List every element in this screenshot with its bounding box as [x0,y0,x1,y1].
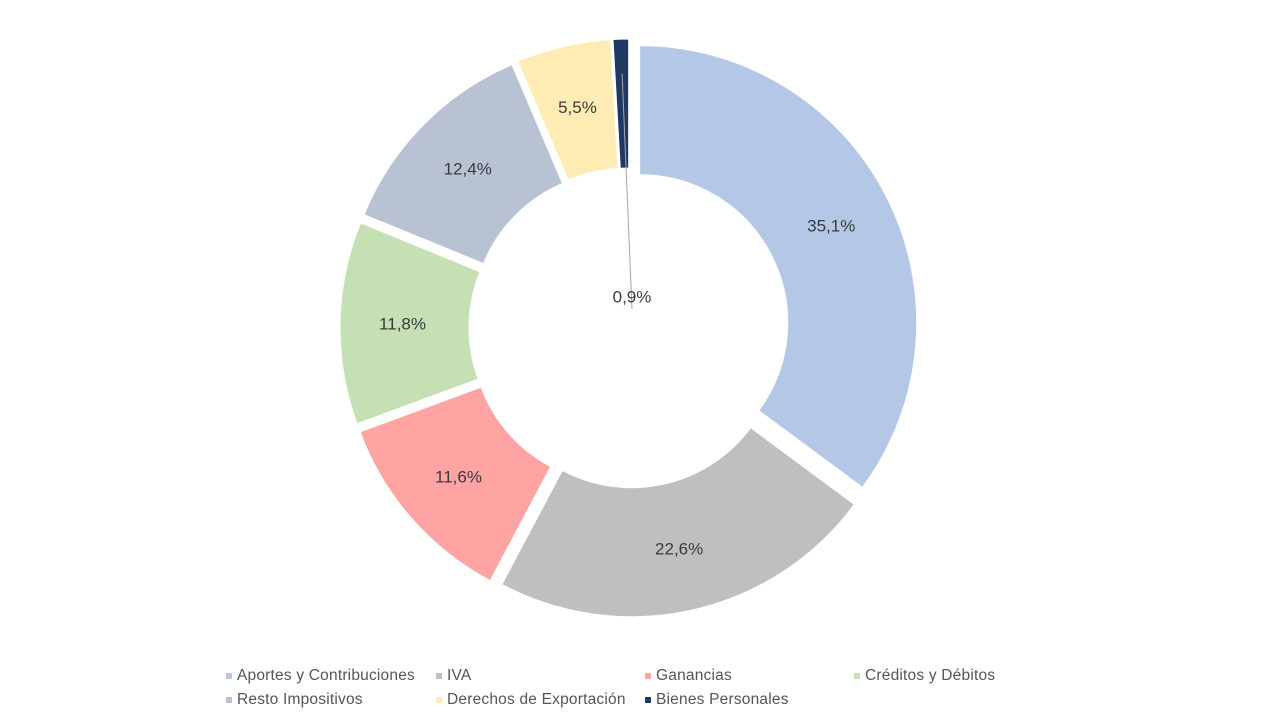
legend-item-resto-impositivos: Resto Impositivos [226,688,363,712]
legend-item-iva: IVA [436,664,471,688]
slice-iva [501,427,856,618]
legend-label: Bienes Personales [656,691,789,708]
legend-swatch [645,673,651,679]
legend-swatch [854,673,860,679]
legend-label: Resto Impositivos [237,691,363,708]
chart-legend: Aportes y Contribuciones IVA Ganancias Créd… [226,664,1056,714]
data-label-creditos-y-debitos: 11,8% [379,315,426,334]
slice-creditos-y-debitos [339,222,481,425]
legend-item-aportes-y-contribuciones: Aportes y Contribuciones [226,664,415,688]
donut-chart-svg: 35,1% 22,6% 11,6% 11,8% 12,4% 5,5% 0,9% [339,38,918,618]
legend-item-bienes-personales: Bienes Personales [645,688,789,712]
legend-swatch [436,697,442,703]
leader-lines [621,73,633,310]
legend-label: IVA [447,667,472,684]
data-label-resto-impositivos: 12,4% [444,159,492,178]
slice-derechos-de-exportacion [517,39,619,181]
data-label-derechos-de-exportacion: 5,5% [558,98,597,117]
slice-aportes-y-contribuciones [639,45,918,489]
data-label-iva: 22,6% [655,539,703,558]
legend-swatch [436,673,442,679]
data-label-bienes-personales: 0,9% [613,288,652,307]
donut-slices [339,38,918,618]
donut-chart: 35,1% 22,6% 11,6% 11,8% 12,4% 5,5% 0,9% [339,38,918,618]
data-label-ganancias: 11,6% [435,468,482,487]
legend-label: Aportes y Contribuciones [237,667,415,684]
slice-ganancias [359,386,552,582]
data-label-aportes-y-contribuciones: 35,1% [807,217,855,236]
legend-item-ganancias: Ganancias [645,664,732,688]
legend-swatch [645,697,651,703]
data-labels: 35,1% 22,6% 11,6% 11,8% 12,4% 5,5% 0,9% [379,98,855,558]
legend-swatch [226,697,232,703]
legend-label: Derechos de Exportación [447,691,626,708]
legend-item-derechos-de-exportacion: Derechos de Exportación [436,688,626,712]
legend-label: Créditos y Débitos [865,667,996,684]
slice-resto-impositivos [363,64,564,265]
legend-label: Ganancias [656,667,732,684]
legend-swatch [226,673,232,679]
leader-line-bienes-personales [621,73,633,310]
legend-item-creditos-y-debitos: Créditos y Débitos [854,664,995,688]
